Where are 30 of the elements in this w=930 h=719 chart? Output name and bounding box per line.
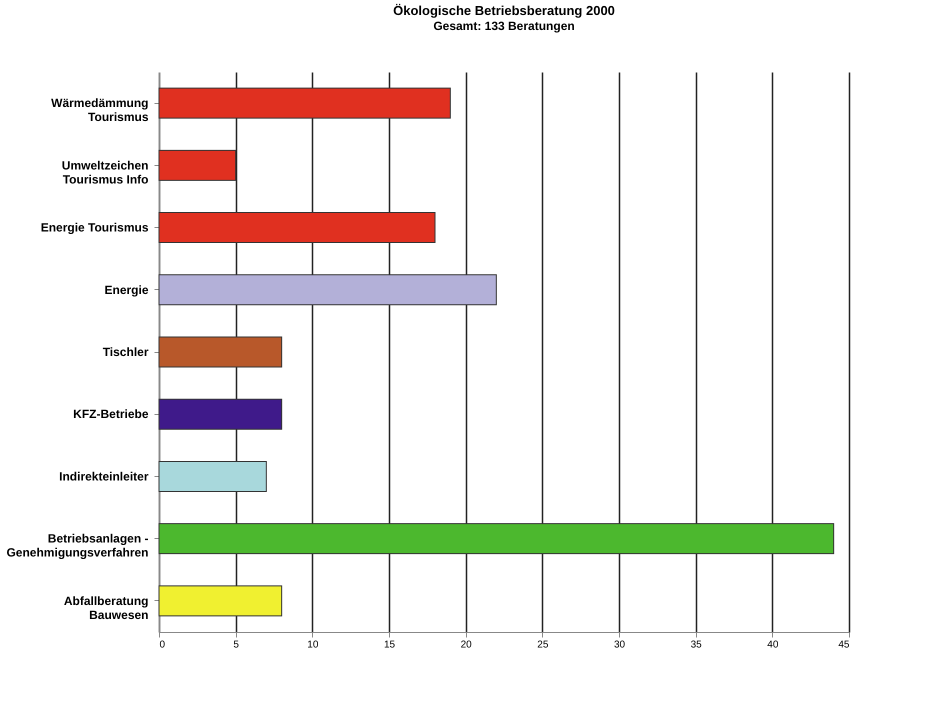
bar: [158, 398, 282, 430]
bar: [158, 460, 267, 492]
y-tick-label: Wärmedämmung Tourismus: [51, 96, 149, 124]
y-tick-label: Indirekteinleiter: [59, 469, 149, 484]
y-tick-label: Betriebsanlagen - Genehmigungsverfahren: [6, 532, 148, 560]
bar: [158, 274, 497, 306]
bar: [158, 523, 834, 554]
x-tick-label: 0: [160, 640, 166, 650]
x-tick-label: 15: [384, 640, 396, 650]
y-tick-label: Tischler: [102, 345, 149, 359]
x-tick-label: 5: [233, 640, 240, 650]
y-tick-label: Energie Tourismus: [40, 220, 149, 235]
x-tick-label: 10: [307, 640, 319, 650]
y-tick-label: Umweltzeichen Tourismus Info: [62, 158, 148, 186]
x-tick-label: 20: [460, 640, 472, 650]
y-tick-label: KFZ-Betriebe: [73, 407, 149, 422]
x-tick-label: 30: [614, 640, 626, 650]
x-tick-label: 35: [690, 640, 702, 650]
y-tick-label: Energie: [104, 282, 149, 297]
chart-title: Ökologische Betriebsberatung 2000: [393, 3, 615, 18]
bar: [158, 212, 436, 244]
bar: [158, 336, 282, 368]
x-tick-label: 40: [767, 640, 779, 650]
bar: [158, 88, 451, 119]
bar: [158, 150, 236, 181]
bar: [158, 585, 282, 616]
x-tick-label: 45: [838, 640, 850, 650]
chart-subtitle: Gesamt: 133 Beratungen: [433, 19, 575, 33]
x-tick-label: 25: [537, 640, 549, 650]
y-tick-label: Abfallberatung Bauwesen: [64, 594, 148, 622]
